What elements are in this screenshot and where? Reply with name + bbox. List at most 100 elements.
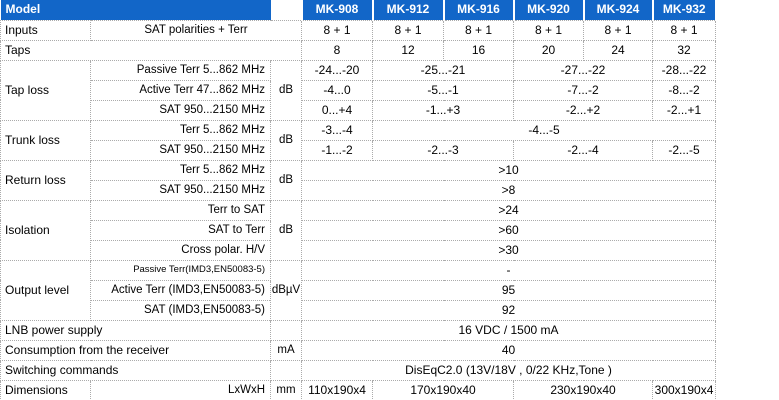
isolation-row-sat-terr: SAT to Terr >60 [1,219,717,241]
dimensions-value: 300x190x4 [652,379,717,400]
dimensions-value: 170x190x40 [372,379,515,400]
column-header-mk932: MK-932 [651,0,717,20]
isolation-value: >60 [301,219,717,241]
isolation-sublabel-terr-sat: Terr to SAT [89,199,272,221]
taps-value: 16 [443,39,515,61]
inputs-row: Inputs SAT polarities + Terr 8 + 1 8 + 1… [0,19,717,41]
trunk-loss-sublabel-terr: Terr 5...862 MHz [89,119,272,141]
output-level-value: - [301,259,717,281]
consumption-label: Consumption from the receiver [0,339,272,361]
return-loss-label: Return loss [0,159,91,201]
inputs-value: 8 + 1 [372,19,445,41]
trunk-loss-value: -3...-4 [301,119,374,141]
trunk-loss-value: -2...-4 [513,139,654,161]
header-row: Model MK-908 MK-912 MK-916 MK-920 MK-924… [0,0,717,20]
output-level-sublabel-passive: Passive Terr(IMD3,EN50083-5) [89,259,272,281]
output-level-row-passive: Output level Passive Terr(IMD3,EN50083-5… [0,259,717,321]
switching-row: Switching commands DisEqC2.0 (13V/18V , … [0,359,717,381]
isolation-unit: dB [270,199,303,261]
output-level-sublabel-active: Active Terr (IMD3,EN50083-5) [89,279,272,301]
inputs-sublabel: SAT polarities + Terr [89,19,303,41]
tap-loss-sublabel-sat: SAT 950...2150 MHz [89,99,272,121]
return-loss-unit: dB [270,159,303,201]
trunk-loss-unit: dB [270,119,303,161]
taps-row: Taps 8 12 16 20 24 32 [0,39,717,61]
taps-value: 8 [301,39,374,61]
tap-loss-value: -28...-22 [652,59,717,81]
taps-label: Taps [0,39,303,61]
return-loss-value: >10 [301,159,717,181]
trunk-loss-value: -1...-2 [301,139,374,161]
spec-table: Model MK-908 MK-912 MK-916 MK-920 MK-924… [0,0,717,400]
tap-loss-value: -8...-2 [652,79,717,101]
tap-loss-value: -2...+1 [652,99,717,121]
trunk-loss-sublabel-sat: SAT 950...2150 MHz [89,139,272,161]
taps-value: 20 [513,39,585,61]
inputs-value: 8 + 1 [583,19,654,41]
switching-label: Switching commands [0,359,272,381]
inputs-value: 8 + 1 [301,19,374,41]
output-level-row-active: Active Terr (IMD3,EN50083-5) 95 [1,279,717,301]
isolation-row-terr-sat: Isolation Terr to SAT dB >24 [0,199,717,261]
consumption-unit: mA [270,339,303,361]
dimensions-label: Dimensions [0,379,91,400]
return-loss-value: >8 [301,179,717,201]
lnb-power-unit-empty [270,319,303,341]
lnb-power-value: 16 VDC / 1500 mA [301,319,717,341]
tap-loss-row-active: Active Terr 47...862 MHz -4...0 -5...-1 … [1,79,717,101]
column-header-mk916: MK-916 [442,0,515,20]
dimensions-value: 230x190x40 [513,379,654,400]
column-header-mk924: MK-924 [582,0,654,20]
column-header-mk912: MK-912 [371,0,445,20]
tap-loss-row-passive: Tap loss Passive Terr 5...862 MHz dB -24… [0,59,717,121]
tap-loss-value: -5...-1 [372,79,515,101]
isolation-value: >30 [301,239,717,261]
tap-loss-value: -25...-21 [372,59,515,81]
taps-value: 12 [372,39,445,61]
output-level-label: Output level [0,259,91,321]
trunk-loss-label: Trunk loss [0,119,91,161]
lnb-power-row: LNB power supply 16 VDC / 1500 mA [0,319,717,341]
isolation-label: Isolation [0,199,91,261]
switching-value: DisEqC2.0 (13V/18V , 0/22 KHz,Tone ) [301,359,717,381]
trunk-loss-value: -2...-5 [652,139,717,161]
tap-loss-value: -24...-20 [301,59,374,81]
dimensions-sublabel: LxWxH [89,379,272,400]
tap-loss-sublabel-passive: Passive Terr 5...862 MHz [89,59,272,81]
output-level-value: 92 [301,299,717,321]
isolation-value: >24 [301,199,717,221]
output-level-row-sat: SAT (IMD3,EN50083-5) 92 [1,299,717,321]
output-level-value: 95 [301,279,717,301]
inputs-value: 8 + 1 [443,19,515,41]
consumption-value: 40 [301,339,717,361]
return-loss-row-sat: SAT 950...2150 MHz >8 [1,179,717,201]
inputs-value: 8 + 1 [513,19,585,41]
return-loss-sublabel-terr: Terr 5...862 MHz [89,159,272,181]
tap-loss-row-sat: SAT 950...2150 MHz 0...+4 -1...+3 -2...+… [1,99,717,121]
isolation-sublabel-cross-polar: Cross polar. H/V [89,239,272,261]
output-level-sublabel-sat: SAT (IMD3,EN50083-5) [89,299,272,321]
dimensions-value: 110x190x4 [301,379,374,400]
tap-loss-value: -1...+3 [372,99,515,121]
model-header: Model [0,0,271,20]
tap-loss-value: -27...-22 [513,59,654,81]
output-level-unit: dBµV [270,259,303,321]
column-header-mk920: MK-920 [512,0,585,20]
return-loss-sublabel-sat: SAT 950...2150 MHz [89,179,272,201]
return-loss-row-terr: Return loss Terr 5...862 MHz dB >10 [0,159,717,201]
tap-loss-value: -7...-2 [513,79,654,101]
isolation-row-cross-polar: Cross polar. H/V >30 [1,239,717,261]
inputs-label: Inputs [0,19,91,41]
lnb-power-label: LNB power supply [0,319,272,341]
taps-value: 24 [583,39,654,61]
isolation-sublabel-sat-terr: SAT to Terr [89,219,272,241]
tap-loss-sublabel-active: Active Terr 47...862 MHz [89,79,272,101]
column-header-mk908: MK-908 [300,0,374,20]
dimensions-unit: mm [270,379,303,400]
inputs-value: 8 + 1 [652,19,717,41]
trunk-loss-row-sat: SAT 950...2150 MHz -1...-2 -2...-3 -2...… [1,139,717,161]
consumption-row: Consumption from the receiver mA 40 [0,339,717,361]
taps-value: 32 [652,39,717,61]
tap-loss-value: 0...+4 [301,99,374,121]
trunk-loss-value: -4...-5 [372,119,717,141]
